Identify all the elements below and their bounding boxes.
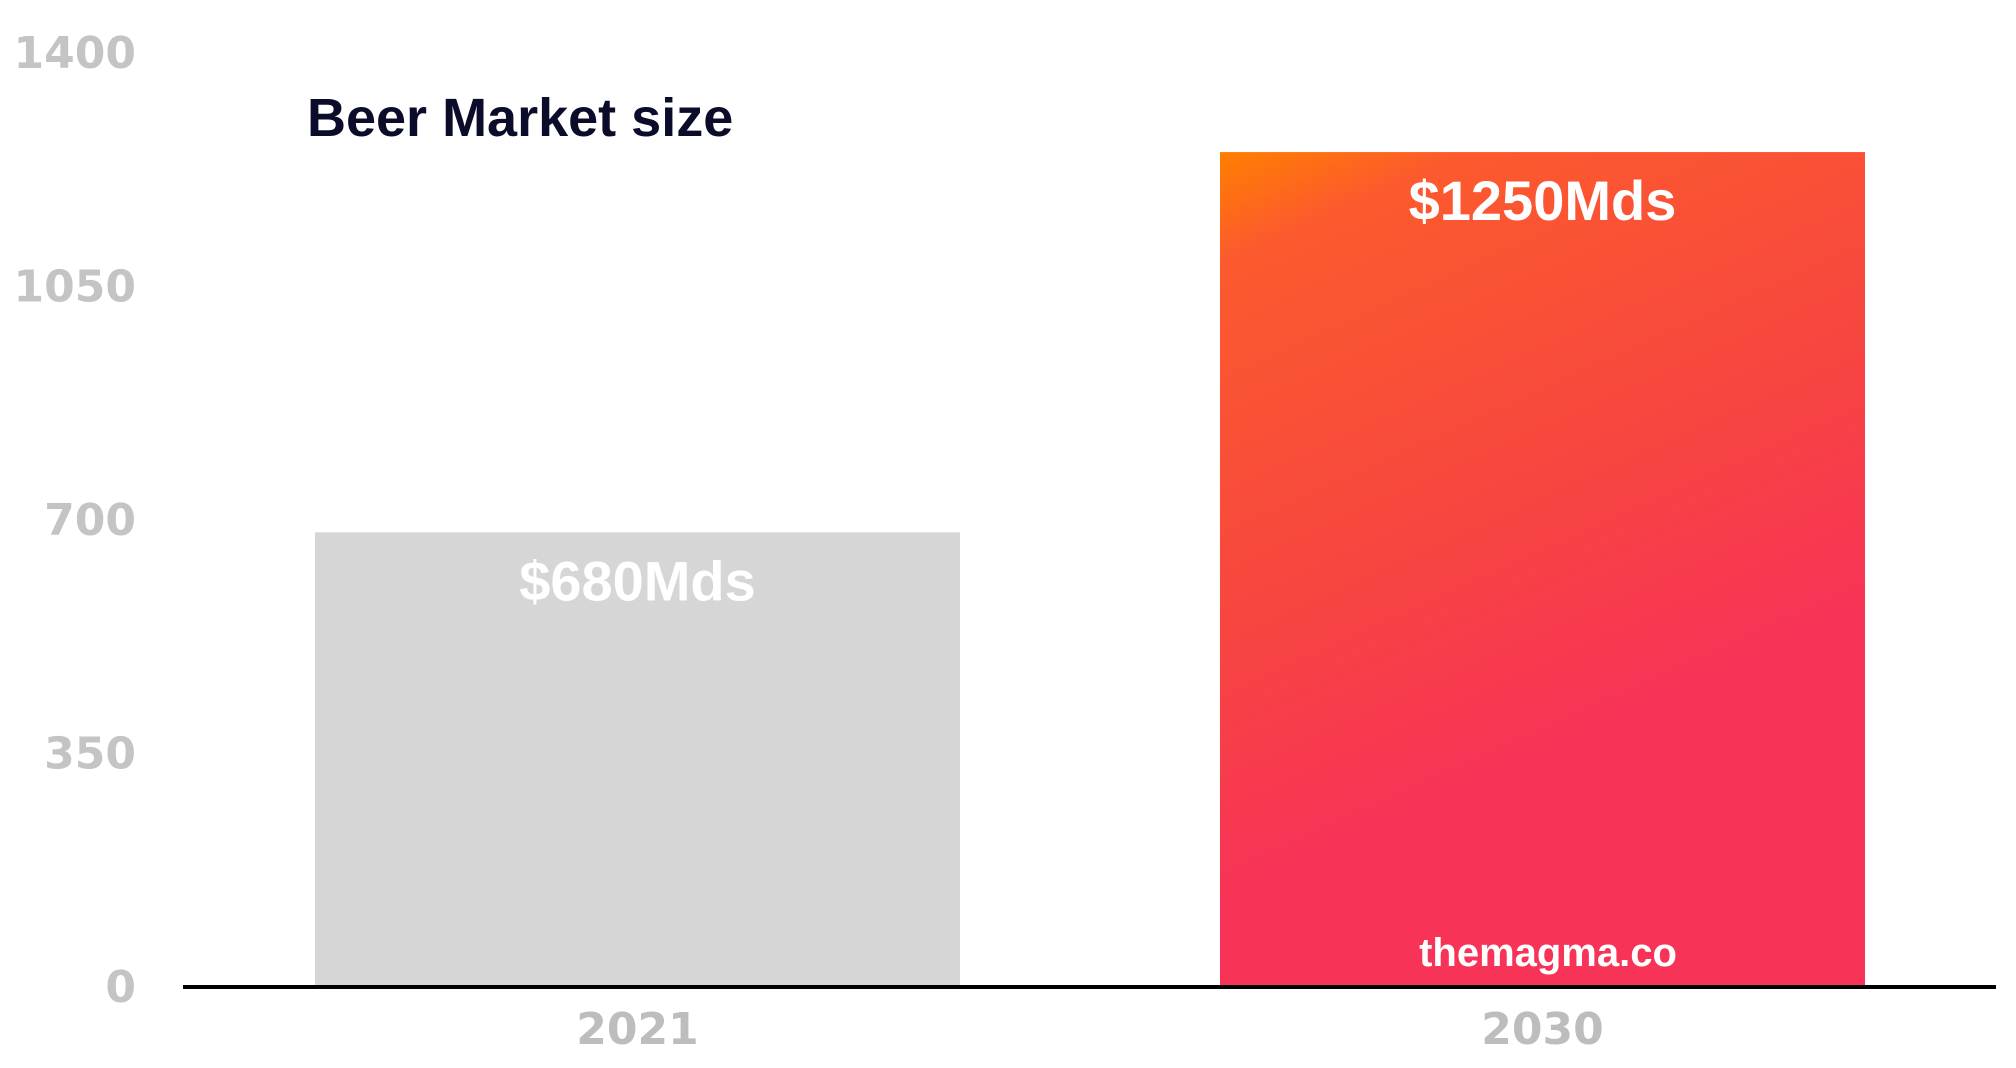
y-tick-label: 1400 <box>14 28 136 79</box>
watermark: themagma.co <box>1419 931 1677 975</box>
data-label: $680Mds <box>519 549 756 612</box>
bar-2030 <box>1220 152 1865 987</box>
x-tick-label: 2021 <box>576 1004 698 1055</box>
y-tick-label: 0 <box>105 962 136 1013</box>
bar-2021 <box>315 532 960 986</box>
chart-title: Beer Market size <box>307 88 733 148</box>
x-tick-label: 2030 <box>1481 1004 1603 1055</box>
data-label: $1250Mds <box>1409 169 1677 232</box>
y-tick-label: 700 <box>44 495 136 546</box>
y-tick-label: 350 <box>44 729 136 780</box>
y-tick-label: 1050 <box>14 262 136 313</box>
